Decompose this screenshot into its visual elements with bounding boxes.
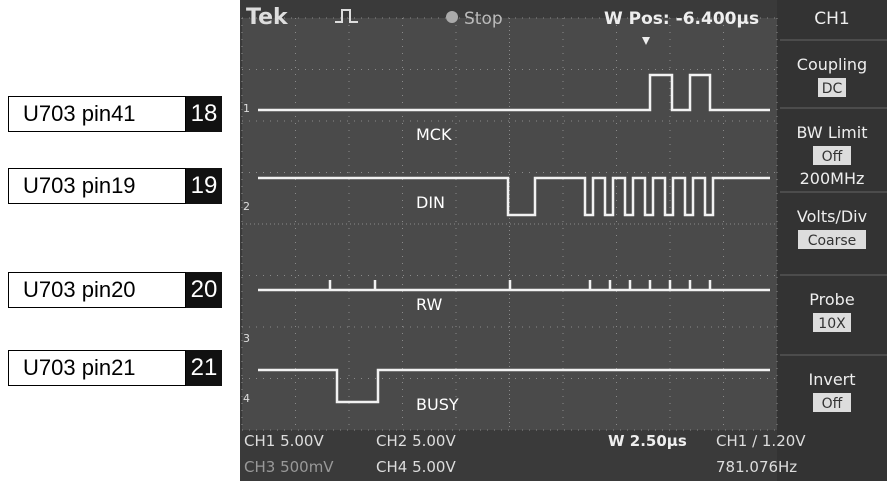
menu-value-box xyxy=(818,78,846,97)
menu-value: 10X xyxy=(818,316,846,332)
pin-label: U703 pin19 19 xyxy=(8,168,222,204)
readout: CH4 5.00V xyxy=(376,458,456,476)
pin-number: 21 xyxy=(186,350,222,386)
menu-title: Coupling xyxy=(797,55,867,74)
readout: 781.076Hz xyxy=(716,458,797,476)
oscilloscope-screen: Tek Stop W Pos: -6.400µs CH1 1 2 3 4 MCK DIN RW BUS… xyxy=(240,0,887,481)
pin-number: 20 xyxy=(186,272,222,308)
menu-value: Off xyxy=(822,396,843,412)
brand: Tek xyxy=(246,5,289,30)
menu-channel: CH1 xyxy=(814,9,849,29)
waveform xyxy=(258,280,770,292)
status: Stop xyxy=(464,9,503,29)
trigger-arrow xyxy=(642,37,650,45)
pin-name: U703 pin21 xyxy=(8,350,186,386)
menu-value-box xyxy=(798,230,866,249)
pin-label: U703 pin41 18 xyxy=(8,96,222,132)
waveform xyxy=(258,73,770,112)
menu-value: Off xyxy=(822,149,843,165)
readout: CH1 ∕ 1.20V xyxy=(716,432,806,450)
readout: CH3 500mV xyxy=(244,458,334,476)
menu-title: BW Limit xyxy=(797,123,868,142)
readout: CH2 5.00V xyxy=(376,432,456,450)
trace-name: BUSY xyxy=(416,395,459,414)
pin-label: U703 pin20 20 xyxy=(8,272,222,308)
trace-name: MCK xyxy=(416,125,452,144)
menu-value-box xyxy=(813,146,851,165)
pin-name: U703 pin20 xyxy=(8,272,186,308)
channel-marker: 1 xyxy=(243,102,250,115)
waveform xyxy=(258,176,770,217)
waveform xyxy=(258,368,770,404)
menu-value-box xyxy=(813,393,851,412)
horizontal-position: W Pos: -6.400µs xyxy=(604,9,759,29)
pin-number: 19 xyxy=(186,168,222,204)
pin-number: 18 xyxy=(186,96,222,132)
channel-marker: 4 xyxy=(243,392,250,405)
menu-extra: 200MHz xyxy=(800,169,865,188)
menu-title: Invert xyxy=(808,370,855,389)
pin-name: U703 pin19 xyxy=(8,168,186,204)
channel-marker: 2 xyxy=(243,200,250,213)
pin-name: U703 pin41 xyxy=(8,96,186,132)
menu-value: DC xyxy=(822,81,843,97)
readout: W 2.50µs xyxy=(608,432,687,450)
channel-marker: 3 xyxy=(243,332,250,345)
readout: CH1 5.00V xyxy=(244,432,324,450)
menu-title: Probe xyxy=(809,290,854,309)
trace-name: RW xyxy=(416,295,442,314)
status-dot xyxy=(446,11,458,23)
menu-value: Coarse xyxy=(808,233,857,249)
menu-title: Volts/Div xyxy=(797,207,867,226)
pin-label: U703 pin21 21 xyxy=(8,350,222,386)
trace-name: DIN xyxy=(416,193,445,212)
trigger-icon xyxy=(335,9,358,23)
menu-value-box xyxy=(813,313,851,332)
